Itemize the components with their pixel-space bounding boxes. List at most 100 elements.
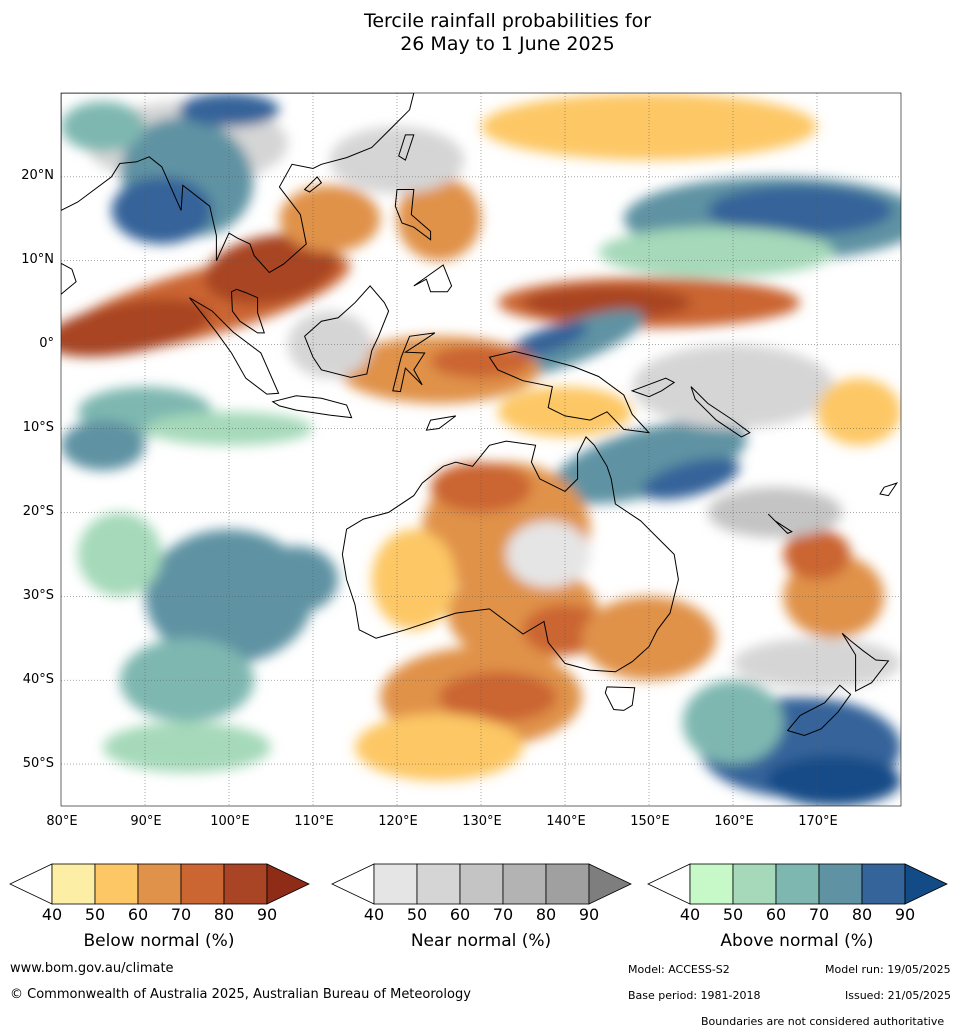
lat-label-10s: 10°S [22, 420, 54, 435]
lat-label-50s: 50°S [22, 756, 54, 771]
colorbar-below-segment [51, 863, 96, 905]
colorbar-above-segment [732, 863, 777, 905]
above-probability-region [598, 227, 834, 278]
taiwan-coastline [398, 134, 415, 161]
below-probability-region [439, 671, 557, 723]
sumatra-coastline [189, 297, 280, 395]
nz-south-island-coastline [786, 684, 852, 737]
graticule [61, 93, 901, 806]
lon-label-90e: 90°E [130, 814, 162, 829]
sri-lanka-coastline [61, 262, 77, 295]
colorbar-above-title: Above normal (%) [720, 931, 874, 951]
colorbar-above-segment [818, 863, 863, 905]
above-probability-region [61, 420, 145, 471]
below-probability-region [204, 234, 338, 305]
probability-field [61, 93, 901, 806]
colorbar-above-min-arrow [647, 863, 691, 905]
near-probability-region [287, 311, 372, 379]
above-probability-region [642, 458, 740, 500]
below-probability-region [817, 378, 901, 446]
java-coastline [271, 395, 353, 419]
tick: 70 [170, 905, 192, 924]
hainan-coastline [303, 176, 323, 193]
australia-coastline [341, 436, 679, 673]
copyright-text: © Commonwealth of Australia 2025, Austra… [10, 987, 471, 1002]
tick: 90 [578, 905, 600, 924]
website-link[interactable]: www.bom.gov.au/climate [10, 961, 174, 976]
above-probability-region [77, 512, 162, 597]
tick: 50 [406, 905, 428, 924]
above-probability-region [508, 321, 588, 360]
tick: 50 [722, 905, 744, 924]
colorbar-above-segment [861, 863, 906, 905]
new-britain-coastline [630, 377, 676, 398]
disclaimer-text: Boundaries are not considered authoritat… [701, 1015, 945, 1028]
above-probability-region [254, 545, 339, 614]
tick: 80 [213, 905, 235, 924]
above-probability-region [61, 101, 145, 152]
colorbars-graphic [9, 863, 948, 905]
borneo-coastline [304, 285, 390, 378]
below-probability-region [430, 462, 532, 513]
lon-label-130e: 130°E [462, 814, 502, 829]
lon-label-140e: 140°E [546, 814, 586, 829]
near-probability-region [632, 344, 834, 429]
tick: 90 [256, 905, 278, 924]
new-guinea-coastline [488, 350, 651, 434]
lat-label-10n: 10°N [21, 252, 54, 267]
sulawesi-coastline [392, 332, 436, 393]
colorbar-above-segment [775, 863, 820, 905]
lat-label-30s: 30°S [22, 588, 54, 603]
below-probability-region [581, 596, 717, 681]
colorbar-near-segment [416, 863, 461, 905]
colorbar-near-segment [545, 863, 590, 905]
title-line-2: 26 May to 1 June 2025 [400, 33, 615, 55]
coastlines [61, 93, 899, 737]
timor-coastline [425, 415, 457, 431]
lat-label-0: 0° [39, 336, 54, 351]
lon-label-100e: 100°E [210, 814, 250, 829]
below-probability-region [371, 529, 456, 630]
tick: 50 [84, 905, 106, 924]
above-probability-region [103, 722, 271, 773]
colorbar-below-segment [223, 863, 268, 905]
tick: 80 [535, 905, 557, 924]
tick: 70 [492, 905, 514, 924]
tasmania-coastline [604, 686, 636, 711]
model-run-text: Model run: 19/05/2025 [825, 963, 951, 976]
solomon-islands-coastline [690, 386, 751, 438]
tick: 60 [449, 905, 471, 924]
above-probability-region [707, 185, 893, 236]
above-probability-region [766, 755, 901, 806]
tick: 60 [127, 905, 149, 924]
lon-label-120e: 120°E [378, 814, 418, 829]
luzon-coastline [394, 189, 432, 241]
lon-label-170e: 170°E [798, 814, 838, 829]
lon-label-80e: 80°E [46, 814, 78, 829]
nz-north-island-coastline [841, 632, 890, 692]
colorbar-below-segment [94, 863, 139, 905]
colorbar-below-segment [137, 863, 182, 905]
title-line-1: Tercile rainfall probabilities for [363, 10, 652, 32]
colorbar-near-segment [459, 863, 504, 905]
fiji-coastline [879, 482, 899, 497]
new-caledonia-coastline [767, 513, 793, 534]
above-probability-region [682, 680, 784, 765]
mindanao-coastline [413, 264, 453, 293]
tick: 90 [894, 905, 916, 924]
lon-label-150e: 150°E [630, 814, 670, 829]
asia-coastline [61, 93, 415, 274]
lon-label-110e: 110°E [294, 814, 334, 829]
above-probability-region [111, 176, 213, 244]
below-probability-region [279, 185, 381, 253]
colorbar-below-title: Below normal (%) [83, 931, 235, 951]
below-probability-region [355, 713, 523, 781]
colorbar-near-min-arrow [331, 863, 375, 905]
colorbar-near-max-arrow [588, 863, 632, 905]
colorbar-above-segment [689, 863, 734, 905]
model-text: Model: ACCESS-S2 [628, 963, 730, 976]
near-probability-region [506, 520, 591, 588]
colorbar-near-segment [502, 863, 547, 905]
tick: 40 [363, 905, 385, 924]
